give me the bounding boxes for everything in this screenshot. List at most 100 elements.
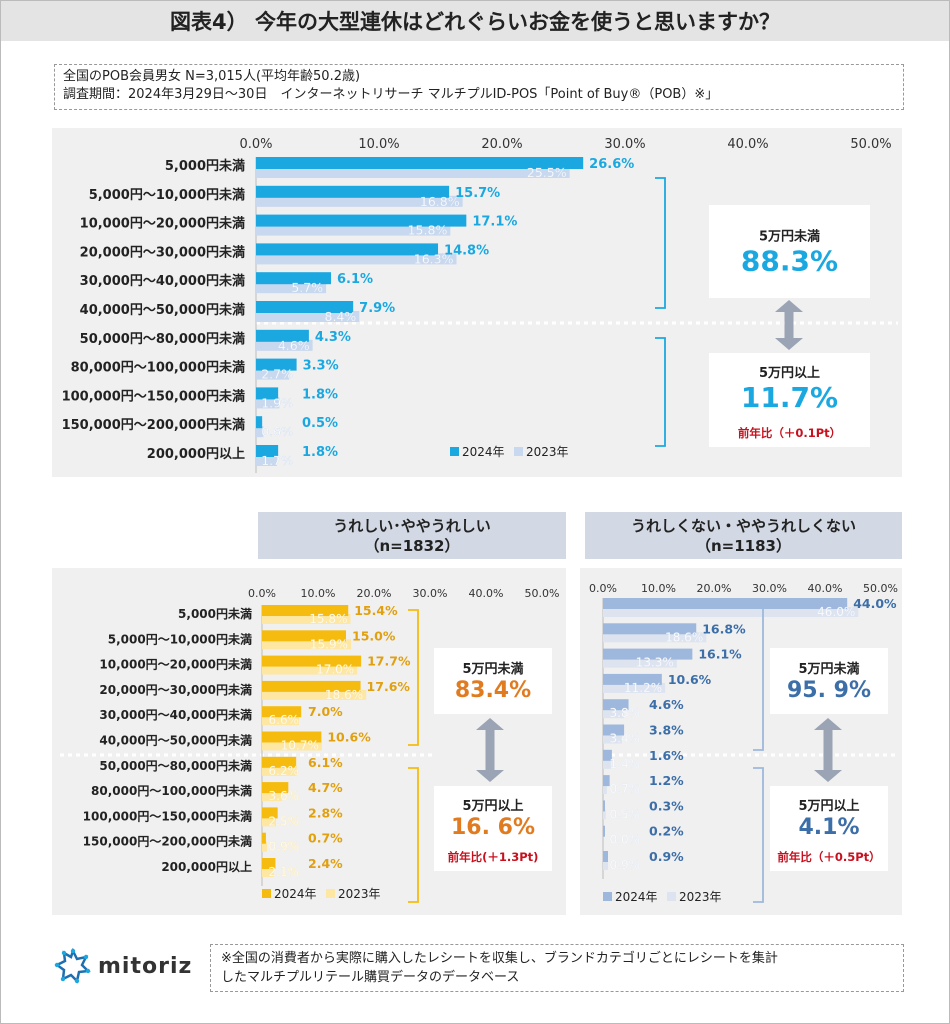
happy-value-label-2024: 6.1% <box>308 755 343 770</box>
all-bar-2024 <box>256 243 439 256</box>
unhappy-bar-2024 <box>603 648 693 660</box>
unhappy-bar-2024 <box>603 800 605 812</box>
happy-value-label-2023: 6.6% <box>269 713 300 727</box>
all-category-label: 40,000円～50,000円未満 <box>80 302 245 318</box>
unhappy-bar-2023 <box>603 657 677 668</box>
all-summary-under-box <box>709 205 870 298</box>
footnote-line1: ※全国の消費者から実際に購入したレシートを収集し、ブランドカテゴリごとにレシート… <box>221 951 778 966</box>
unhappy-summary-over-label: 5万円以上 <box>798 799 859 814</box>
unhappy-bar-2024 <box>603 724 625 736</box>
happy-value-label-2023: 3.6% <box>269 789 300 803</box>
happy-value-label-2024: 17.6% <box>367 679 411 694</box>
happy-category-label: 80,000円～100,000円未満 <box>91 783 252 798</box>
unhappy-bar-2023 <box>603 784 607 795</box>
unhappy-group-n: （n=1183） <box>696 536 791 555</box>
all-category-label: 50,000円～80,000円未満 <box>80 331 245 347</box>
happy-summary-over-box <box>434 786 552 871</box>
unhappy-x-tick-label: 20.0% <box>697 582 732 595</box>
footnote-line2: したマルチプルリテール購買データのデータベース <box>221 970 520 985</box>
happy-value-label-2023: 17.0% <box>316 663 354 677</box>
all-category-label: 80,000円～100,000円未満 <box>71 360 245 376</box>
all-summary-over-value: 11.7% <box>741 381 838 414</box>
unhappy-summary-under-box <box>770 648 888 714</box>
unhappy-value-label-2024: 1.2% <box>649 773 684 788</box>
happy-category-label: 50,000円～80,000円未満 <box>99 758 252 773</box>
all-value-label-2024: 7.9% <box>359 301 395 316</box>
all-category-label: 150,000円～200,000円未満 <box>62 417 245 433</box>
unhappy-group-header: うれしくない・ややうれしくない （n=1183） <box>585 512 902 559</box>
happy-value-label-2023: 15.8% <box>309 612 347 626</box>
all-bar-2024 <box>256 387 279 400</box>
happy-bar-2024 <box>262 756 297 768</box>
unhappy-value-label-2024: 1.6% <box>649 748 684 763</box>
happy-group-title: うれしい･ややうれしい <box>333 516 491 535</box>
unhappy-value-label-2024: 0.3% <box>649 798 684 813</box>
all-value-label-2024: 26.6% <box>589 157 634 172</box>
happy-value-label-2023: 15.9% <box>310 637 348 651</box>
all-x-tick-label: 40.0% <box>727 137 768 152</box>
unhappy-summary-under-value: 95. 9% <box>787 678 871 703</box>
all-bracket-under <box>655 177 666 309</box>
unhappy-bar-2023 <box>603 733 622 744</box>
happy-bar-2024 <box>262 605 349 616</box>
happy-value-label-2024: 2.8% <box>308 805 343 820</box>
all-legend-swatch-2024 <box>450 447 459 456</box>
happy-bar-2024 <box>262 655 362 667</box>
unhappy-summary-under-label: 5万円未満 <box>798 661 859 677</box>
all-value-label-2023: 2.7% <box>261 367 293 382</box>
unhappy-value-label-2023: 0.5% <box>610 807 641 821</box>
all-x-tick-label: 10.0% <box>358 137 399 152</box>
happy-summary-under-value: 83.4% <box>455 678 531 703</box>
unhappy-x-tick-label: 0.0% <box>589 582 617 595</box>
happy-group-n: （n=1832） <box>364 536 460 555</box>
unhappy-legend-label-2023: 2023年 <box>679 890 722 904</box>
unhappy-value-label-2023: 3.8% <box>610 706 641 720</box>
unhappy-bar-2023 <box>603 607 859 617</box>
happy-bracket-over <box>408 767 419 903</box>
happy-summary-change: 前年比(＋1.3Pt) <box>448 850 539 864</box>
footnote: ※全国の消費者から実際に購入したレシートを収集し、ブランドカテゴリごとにレシート… <box>210 944 904 992</box>
unhappy-bar-2024 <box>603 775 610 787</box>
unhappy-x-tick-label: 50.0% <box>863 582 898 595</box>
unhappy-group-title: うれしくない・ややうれしくない <box>630 516 856 535</box>
unhappy-bracket-over <box>753 767 764 903</box>
happy-legend-label-2023: 2023年 <box>338 887 381 901</box>
all-bar-2024 <box>256 358 297 371</box>
all-x-tick-label: 0.0% <box>239 137 272 152</box>
happy-legend-swatch-2023 <box>326 889 335 898</box>
all-bar-2023 <box>256 253 457 265</box>
happy-category-label: 40,000円～50,000円未満 <box>99 733 252 748</box>
all-bracket-over <box>655 337 666 447</box>
happy-category-label: 5,000円未満 <box>178 606 252 621</box>
happy-bar-2024 <box>262 858 276 869</box>
all-double-arrow-icon <box>775 300 803 350</box>
happy-category-label: 150,000円～200,000円未満 <box>83 834 252 849</box>
happy-legend-swatch-2024 <box>262 889 271 898</box>
happy-category-label: 30,000円～40,000円未満 <box>99 707 252 722</box>
unhappy-value-label-2024: 3.8% <box>649 723 684 738</box>
all-x-tick-label: 20.0% <box>481 137 522 152</box>
all-category-label: 5,000円～10,000円未満 <box>89 187 245 203</box>
unhappy-value-label-2024: 10.6% <box>668 672 712 687</box>
unhappy-bar-2024 <box>603 623 697 635</box>
all-summary-under-label: 5万円未満 <box>759 228 820 244</box>
all-bar-2023 <box>256 311 360 322</box>
happy-bracket-under <box>408 609 419 746</box>
happy-value-label-2023: 0.9% <box>269 840 300 854</box>
all-bar-2023 <box>256 167 570 178</box>
unhappy-bar-2024 <box>603 749 612 761</box>
all-value-label-2023: 1.9% <box>261 395 293 410</box>
page-title: 図表4） 今年の大型連休はどれぐらいお金を使うと思いますか？ <box>1 1 949 41</box>
happy-x-tick-label: 50.0% <box>525 587 560 600</box>
happy-value-label-2024: 2.4% <box>308 856 343 871</box>
happy-bar-2024 <box>262 782 289 794</box>
unhappy-value-label-2023: 18.6% <box>665 630 703 644</box>
happy-value-label-2024: 7.0% <box>308 704 343 719</box>
all-bar-2023 <box>256 224 451 236</box>
unhappy-value-label-2023: 11.2% <box>624 681 662 695</box>
happy-value-label-2023: 2.1% <box>269 865 300 879</box>
happy-bar-2023 <box>262 816 276 827</box>
unhappy-bar-2024 <box>603 825 605 837</box>
unhappy-x-tick-label: 30.0% <box>752 582 787 595</box>
